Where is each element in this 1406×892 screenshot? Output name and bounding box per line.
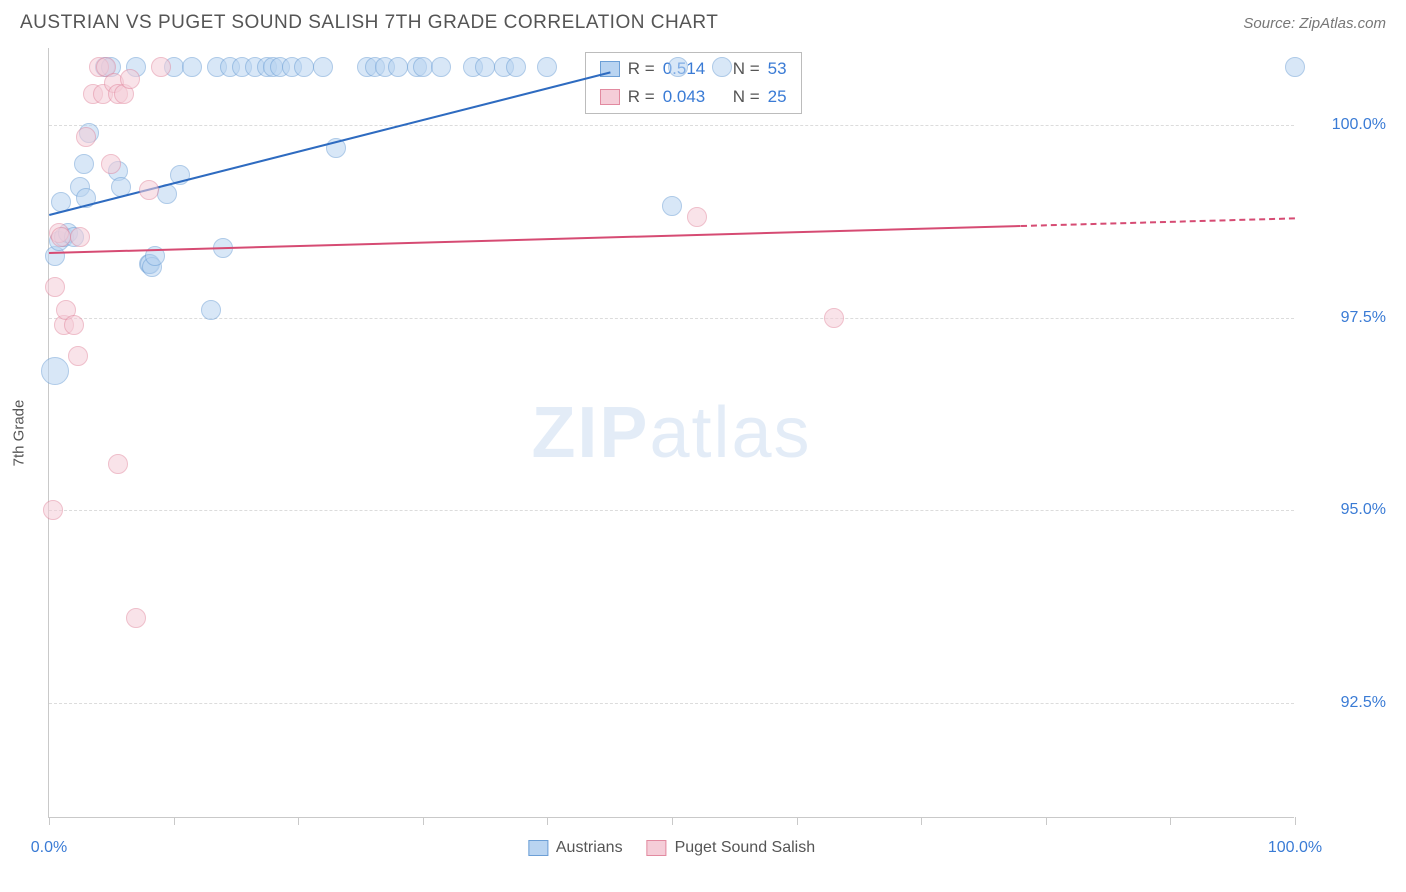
data-point [431,57,451,77]
chart-header: AUSTRIAN VS PUGET SOUND SALISH 7TH GRADE… [0,0,1406,40]
legend-item: Puget Sound Salish [647,839,816,857]
gridline-h [49,318,1294,319]
data-point [413,57,433,77]
x-tick [547,817,548,825]
data-point [668,57,688,77]
legend-label: Puget Sound Salish [675,839,816,857]
r-label: R = [628,59,655,79]
data-point [506,57,526,77]
data-point [108,454,128,474]
trend-line [1021,217,1295,227]
x-tick-label: 0.0% [31,839,67,857]
x-tick [921,817,922,825]
scatter-plot: 7th Grade ZIPatlas R =0.514N =53R =0.043… [48,48,1294,818]
y-axis-title: 7th Grade [11,399,28,466]
data-point [43,500,63,520]
data-point [201,300,221,320]
legend-swatch [600,89,620,105]
data-point [41,357,69,385]
gridline-h [49,510,1294,511]
legend-row: R = 0.043 N = 25 [586,83,801,111]
x-tick [49,817,50,825]
data-point [68,346,88,366]
data-point [475,57,495,77]
legend-item: Austrians [528,839,623,857]
series-legend: Austrians Puget Sound Salish [528,839,815,857]
gridline-h [49,125,1294,126]
legend-swatch [647,840,667,856]
data-point [1285,57,1305,77]
r-label: R = [628,87,655,107]
y-tick-label: 100.0% [1306,116,1386,134]
x-tick [298,817,299,825]
data-point [313,57,333,77]
data-point [662,196,682,216]
n-label: N = [733,59,760,79]
x-tick [1295,817,1296,825]
legend-swatch [528,840,548,856]
x-tick [1046,817,1047,825]
x-tick [797,817,798,825]
data-point [139,180,159,200]
data-point [712,57,732,77]
data-point [74,154,94,174]
data-point [388,57,408,77]
watermark: ZIPatlas [531,392,811,474]
n-label: N = [733,87,760,107]
watermark-bold: ZIP [531,393,649,473]
x-tick [672,817,673,825]
correlation-legend: R =0.514N =53R =0.043N =25 [585,52,802,114]
trend-line [49,225,1021,254]
x-tick [423,817,424,825]
data-point [70,227,90,247]
data-point [824,308,844,328]
watermark-light: atlas [649,393,811,473]
x-tick-label: 100.0% [1268,839,1322,857]
data-point [537,57,557,77]
source-name: ZipAtlas.com [1299,15,1386,32]
x-tick [174,817,175,825]
data-point [182,57,202,77]
data-point [76,127,96,147]
source-prefix: Source: [1243,15,1299,32]
y-tick-label: 92.5% [1306,694,1386,712]
data-point [101,154,121,174]
chart-title: AUSTRIAN VS PUGET SOUND SALISH 7TH GRADE… [20,12,718,34]
y-tick-label: 95.0% [1306,501,1386,519]
n-value: 25 [768,87,787,107]
data-point [687,207,707,227]
data-point [151,57,171,77]
data-point [294,57,314,77]
n-value: 53 [768,59,787,79]
data-point [45,277,65,297]
data-point [126,608,146,628]
r-value: 0.043 [663,87,715,107]
data-point [51,227,71,247]
data-point [64,315,84,335]
gridline-h [49,703,1294,704]
y-tick-label: 97.5% [1306,309,1386,327]
data-point [120,69,140,89]
legend-label: Austrians [556,839,623,857]
source-attribution: Source: ZipAtlas.com [1243,15,1386,32]
legend-row: R =0.514N =53 [586,55,801,83]
x-tick [1170,817,1171,825]
